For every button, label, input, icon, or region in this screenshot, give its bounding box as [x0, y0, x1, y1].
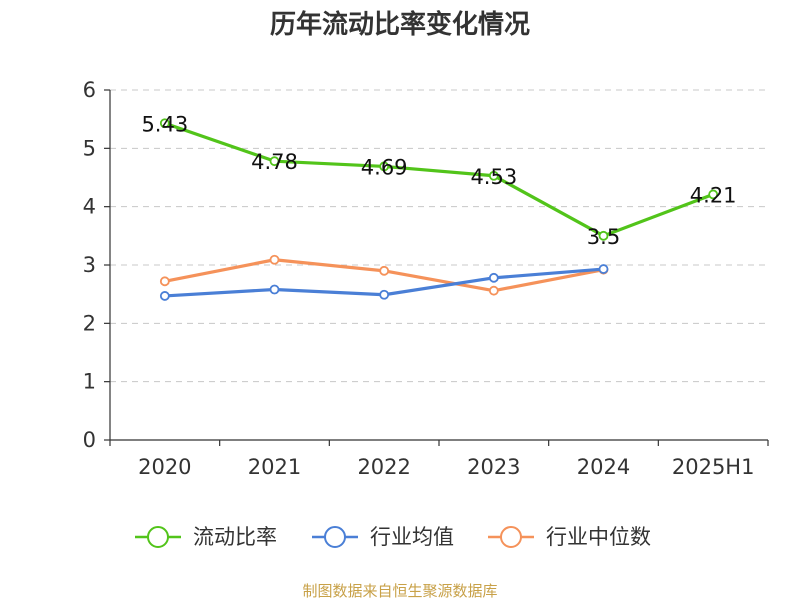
series-1-point: [379, 289, 390, 300]
series-1-point: [159, 291, 170, 301]
series-2-point: [159, 276, 170, 287]
data-labels: 5.43 4.78 4.69 4.53 3.5 4.21: [141, 112, 736, 249]
y-tick-label: 0: [83, 428, 96, 452]
series-2-point: [379, 265, 390, 276]
data-label: 4.69: [361, 155, 408, 179]
y-tick-label: 3: [83, 253, 96, 277]
y-tick-label: 6: [83, 78, 96, 102]
series-1-point: [598, 264, 609, 274]
y-tick-label: 2: [83, 311, 96, 335]
data-label: 4.21: [690, 183, 737, 207]
series-1-point: [488, 272, 499, 283]
source-note: 制图数据来自恒生聚源数据库: [302, 582, 497, 600]
legend-label: 行业均值: [370, 525, 454, 549]
legend-label: 行业中位数: [546, 525, 651, 549]
data-label: 4.53: [470, 165, 517, 189]
legend-label: 流动比率: [193, 525, 277, 549]
legend-marker: [324, 526, 346, 548]
series-0-point: [708, 189, 719, 200]
series-0-point: [488, 170, 499, 181]
series-0-point: [159, 118, 170, 129]
y-tick-label: 1: [83, 370, 96, 394]
series-lines: [159, 118, 719, 301]
chart-title: 历年流动比率变化情况: [270, 9, 530, 40]
series-2-point: [269, 254, 280, 265]
x-tick-label: 2021: [248, 455, 301, 479]
axes: 0 1 2 3 4 5 6 2020 2021 2022 2023 2024 2025H1: [83, 78, 769, 479]
gridlines: [110, 89, 768, 383]
series-0-point: [598, 230, 609, 241]
legend: 流动比率 行业均值 行业中位数: [135, 525, 651, 549]
y-tick-label: 5: [83, 136, 96, 160]
series-0-point: [269, 156, 280, 167]
series-1-point: [269, 284, 280, 295]
x-tick-label: 2020: [138, 455, 191, 479]
data-label: 5.43: [141, 112, 188, 136]
legend-marker: [147, 526, 169, 548]
x-tick-label: 2025H1: [672, 455, 755, 479]
x-tick-label: 2022: [357, 455, 410, 479]
x-tick-label: 2023: [467, 455, 520, 479]
legend-marker: [500, 526, 522, 548]
data-label: 4.78: [251, 150, 298, 174]
series-0-point: [379, 161, 390, 172]
series-0-line: [164, 121, 714, 238]
x-tick-label: 2024: [577, 455, 630, 479]
data-label: 3.5: [587, 225, 620, 249]
y-tick-label: 4: [83, 195, 96, 219]
series-2-point: [488, 285, 499, 296]
